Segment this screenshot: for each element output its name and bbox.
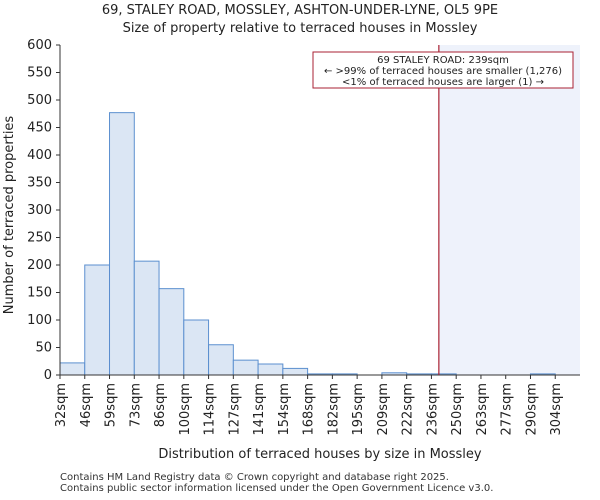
x-tick-label: 100sqm [178,383,193,436]
chart-subtitle: Size of property relative to terraced ho… [122,21,478,36]
y-axis-label: Number of terraced properties [2,116,17,315]
annotation-box [312,51,574,89]
histogram-bar [133,260,160,376]
x-tick-label: 182sqm [326,383,341,436]
y-tick-label: 550 [27,66,52,81]
x-tick-label: 250sqm [450,383,465,436]
x-tick-label: 59sqm [104,383,119,427]
x-tick-label: 222sqm [401,383,416,436]
annotation-line-3: <1% of terraced houses are larger (1) → [342,77,544,88]
x-tick-label: 32sqm [54,383,69,427]
x-tick-label: 290sqm [524,383,539,436]
histogram-bar [158,288,185,376]
y-tick-label: 150 [27,286,52,301]
x-tick-label: 304sqm [549,383,564,436]
y-tick-label: 450 [27,121,52,136]
x-tick-label: 209sqm [376,383,391,436]
x-tick-label: 236sqm [425,383,440,436]
histogram-bar [257,363,284,376]
y-tick-label: 400 [27,148,52,163]
annotation-line-1: 69 STALEY ROAD: 239sqm [377,55,509,66]
y-tick-label: 250 [27,231,52,246]
histogram-bar [183,319,210,376]
histogram-bar [84,264,111,376]
x-tick-label: 168sqm [302,383,317,436]
x-tick-label: 127sqm [227,383,242,436]
chart-title: 69, STALEY ROAD, MOSSLEY, ASHTON-UNDER-L… [101,3,499,18]
x-tick-label: 73sqm [128,383,143,427]
y-tick-label: 50 [35,341,52,356]
y-tick-label: 500 [27,93,52,108]
y-tick-label: 100 [27,313,52,328]
y-tick-label: 200 [27,258,52,273]
y-tick-label: 300 [27,203,52,218]
histogram-bar [59,362,86,376]
histogram-bar [208,344,234,376]
larger-region-shade [438,45,580,375]
x-tick-label: 46sqm [79,383,94,427]
x-axis-label: Distribution of terraced houses by size … [158,447,482,462]
x-tick-label: 263sqm [475,383,490,436]
x-tick-label: 154sqm [277,383,292,436]
y-tick-label: 0 [44,368,52,383]
footer-licence: Contains public sector information licen… [60,483,494,494]
y-tick-label: 350 [27,176,52,191]
histogram-bar [282,367,309,376]
histogram-bar [109,112,135,376]
x-tick-label: 277sqm [500,383,515,436]
x-tick-label: 86sqm [153,383,168,427]
x-tick-label: 114sqm [203,383,218,436]
chart-plot: 0 50 100 150 200 250 300 350 400 450 500 550 600 32sq… [2,38,580,462]
y-tick-label: 600 [27,38,52,53]
x-tick-label: 195sqm [351,383,366,436]
footer-copyright: Contains HM Land Registry data © Crown c… [60,472,449,483]
annotation-line-2: ← >99% of terraced houses are smaller (1… [324,66,562,77]
histogram-bar [232,359,259,376]
x-tick-label: 141sqm [252,383,267,436]
